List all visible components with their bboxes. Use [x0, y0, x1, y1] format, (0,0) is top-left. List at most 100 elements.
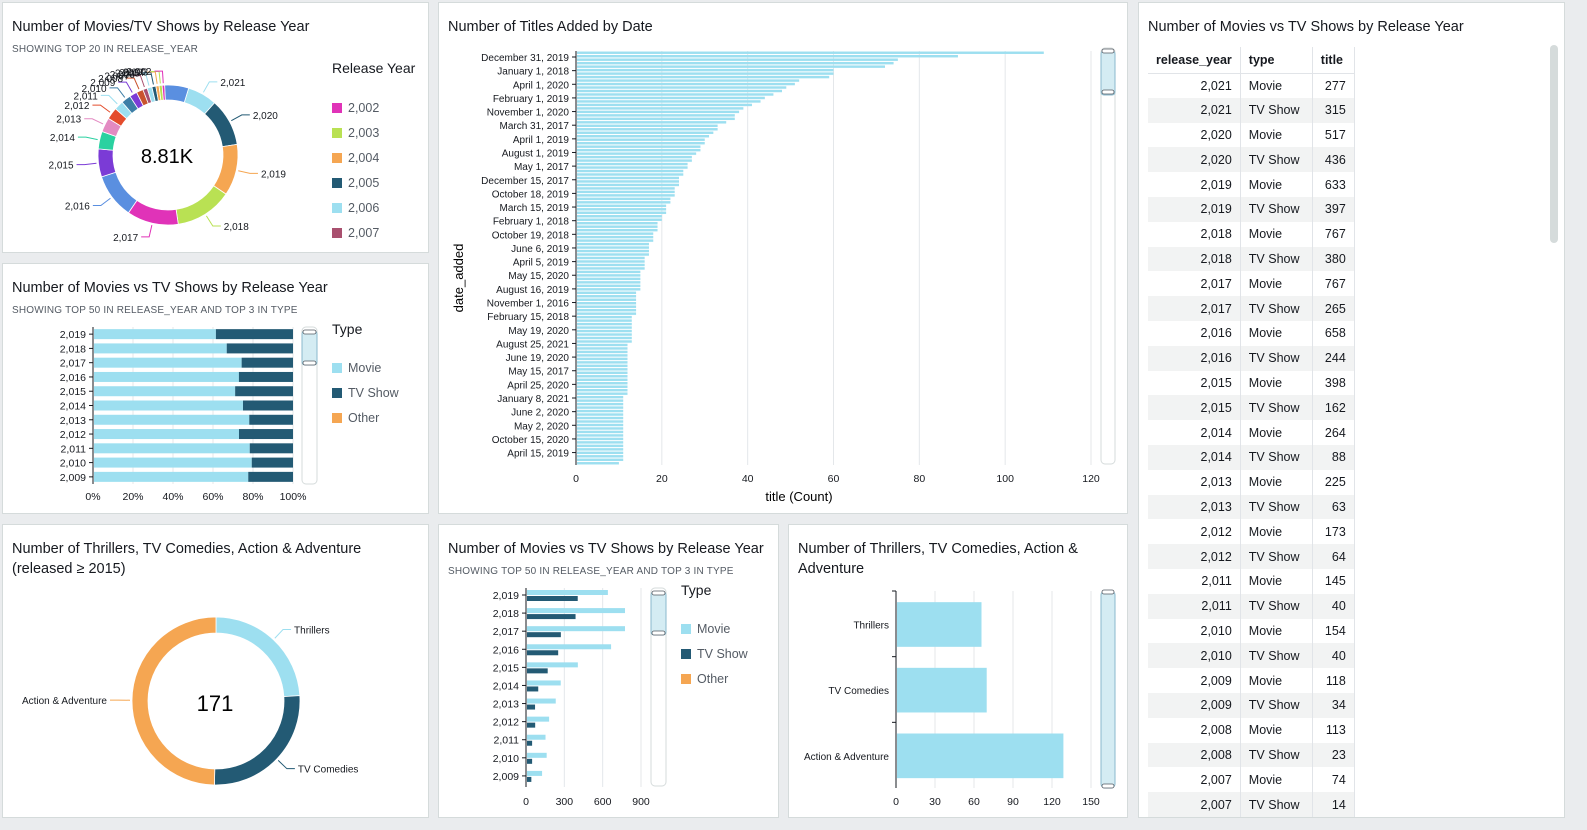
bar[interactable] — [577, 72, 834, 75]
legend-item[interactable]: Other — [332, 405, 399, 430]
bar-movie[interactable] — [94, 443, 250, 454]
bar[interactable] — [897, 602, 982, 647]
legend-item[interactable]: TV Show — [681, 641, 748, 666]
bar[interactable] — [577, 336, 632, 340]
bar-movie[interactable] — [94, 414, 250, 425]
bar-tvshow[interactable] — [527, 740, 533, 746]
bar-movie[interactable] — [527, 644, 612, 650]
bar-movie[interactable] — [94, 357, 242, 368]
bar-movie[interactable] — [94, 343, 227, 354]
table-row[interactable]: 2,015 TV Show 162 — [1148, 395, 1355, 421]
bar[interactable] — [577, 430, 624, 434]
bar[interactable] — [897, 667, 987, 713]
bar-tvshow[interactable] — [527, 758, 533, 764]
bar[interactable] — [577, 138, 705, 141]
legend-item[interactable]: 2,005 — [332, 170, 379, 195]
bar[interactable] — [577, 103, 752, 107]
bar-tvshow[interactable] — [249, 414, 293, 425]
bar[interactable] — [577, 159, 692, 162]
bar[interactable] — [577, 305, 637, 308]
bar[interactable] — [577, 114, 735, 117]
bar[interactable] — [577, 51, 1044, 54]
table-row[interactable]: 2,020 TV Show 436 — [1148, 147, 1355, 173]
table-row[interactable]: 2,013 Movie 225 — [1148, 469, 1355, 495]
bar-tvshow[interactable] — [243, 400, 293, 411]
table-row[interactable]: 2,014 TV Show 88 — [1148, 444, 1355, 470]
bar[interactable] — [577, 79, 800, 82]
bar[interactable] — [577, 100, 761, 103]
bar-tvshow[interactable] — [251, 457, 293, 468]
scrollbar-thumb[interactable] — [301, 330, 318, 366]
bar[interactable] — [577, 274, 641, 277]
table-row[interactable]: 2,008 TV Show 23 — [1148, 742, 1355, 768]
table-row[interactable]: 2,018 TV Show 380 — [1148, 246, 1355, 272]
bar-movie[interactable] — [527, 734, 546, 740]
bar[interactable] — [577, 221, 658, 225]
panel-release-year-donut[interactable]: Number of Movies/TV Shows by Release Yea… — [2, 2, 429, 253]
bar[interactable] — [577, 298, 637, 301]
bar[interactable] — [577, 228, 658, 232]
bar[interactable] — [577, 427, 624, 430]
table-row[interactable]: 2,012 TV Show 64 — [1148, 544, 1355, 569]
bar[interactable] — [577, 58, 898, 61]
panel-genre-donut[interactable]: Number of Thrillers, TV Comedies, Action… — [2, 524, 429, 818]
legend-item[interactable]: Other — [681, 666, 748, 691]
bar[interactable] — [577, 444, 624, 448]
table-row[interactable]: 2,007 Movie 74 — [1148, 767, 1355, 793]
bar[interactable] — [577, 455, 624, 458]
bar[interactable] — [577, 434, 624, 437]
donut-slice[interactable] — [213, 143, 239, 195]
table-row[interactable]: 2,016 Movie 658 — [1148, 320, 1355, 346]
table-row[interactable]: 2,019 Movie 633 — [1148, 172, 1355, 197]
bar[interactable] — [577, 121, 727, 124]
bar[interactable] — [577, 180, 679, 183]
table-row[interactable]: 2,011 TV Show 40 — [1148, 593, 1355, 619]
bar[interactable] — [577, 232, 654, 235]
bar[interactable] — [577, 162, 688, 166]
legend-item[interactable]: Movie — [332, 355, 399, 380]
bar[interactable] — [577, 169, 684, 173]
bar[interactable] — [577, 86, 787, 89]
bar-movie[interactable] — [94, 400, 243, 411]
panel-titles-by-date[interactable]: Number of Titles Added by Date December … — [438, 2, 1128, 514]
bar[interactable] — [577, 253, 649, 256]
table-row[interactable]: 2,014 Movie 264 — [1148, 420, 1355, 445]
bar-tvshow[interactable] — [527, 776, 532, 782]
scrollbar-thumb[interactable] — [1100, 50, 1116, 96]
bar[interactable] — [577, 183, 679, 187]
genre-bar-chart[interactable]: Thrillers TV Comedies Action & Adventure 0… — [789, 525, 1128, 818]
bar[interactable] — [577, 61, 894, 65]
bar[interactable] — [577, 350, 628, 354]
vertical-scrollbar[interactable] — [1100, 47, 1116, 465]
bar-tvshow[interactable] — [527, 686, 539, 692]
legend-item[interactable]: Movie — [681, 616, 748, 641]
panel-grouped-bars[interactable]: Number of Movies vs TV Shows by Release … — [438, 524, 779, 818]
bar[interactable] — [577, 197, 671, 201]
column-header-type[interactable]: type — [1240, 47, 1313, 74]
bar[interactable] — [577, 249, 649, 253]
bar[interactable] — [577, 458, 624, 461]
bar[interactable] — [577, 448, 624, 451]
bar[interactable] — [577, 395, 624, 399]
bar-movie[interactable] — [527, 608, 626, 614]
vertical-scrollbar[interactable] — [650, 587, 667, 787]
bar[interactable] — [577, 107, 744, 110]
bar[interactable] — [577, 75, 830, 79]
bar[interactable] — [577, 218, 662, 221]
vertical-scrollbar[interactable] — [1100, 589, 1116, 789]
bar-movie[interactable] — [527, 662, 578, 668]
bar[interactable] — [577, 441, 624, 444]
panel-stacked-percent[interactable]: Number of Movies vs TV Shows by Release … — [2, 263, 429, 514]
bar-tvshow[interactable] — [527, 596, 578, 601]
bar[interactable] — [577, 256, 645, 260]
bar[interactable] — [577, 284, 641, 288]
bar-movie[interactable] — [94, 371, 239, 382]
table-row[interactable]: 2,008 Movie 113 — [1148, 717, 1355, 743]
bar[interactable] — [897, 733, 1064, 779]
bar[interactable] — [577, 208, 667, 211]
table-row[interactable]: 2,019 TV Show 397 — [1148, 196, 1355, 222]
table-row[interactable]: 2,012 Movie 173 — [1148, 519, 1355, 545]
bar[interactable] — [577, 322, 632, 326]
legend-item[interactable]: TV Show — [332, 380, 399, 405]
table-row[interactable]: 2,018 Movie 767 — [1148, 221, 1355, 247]
